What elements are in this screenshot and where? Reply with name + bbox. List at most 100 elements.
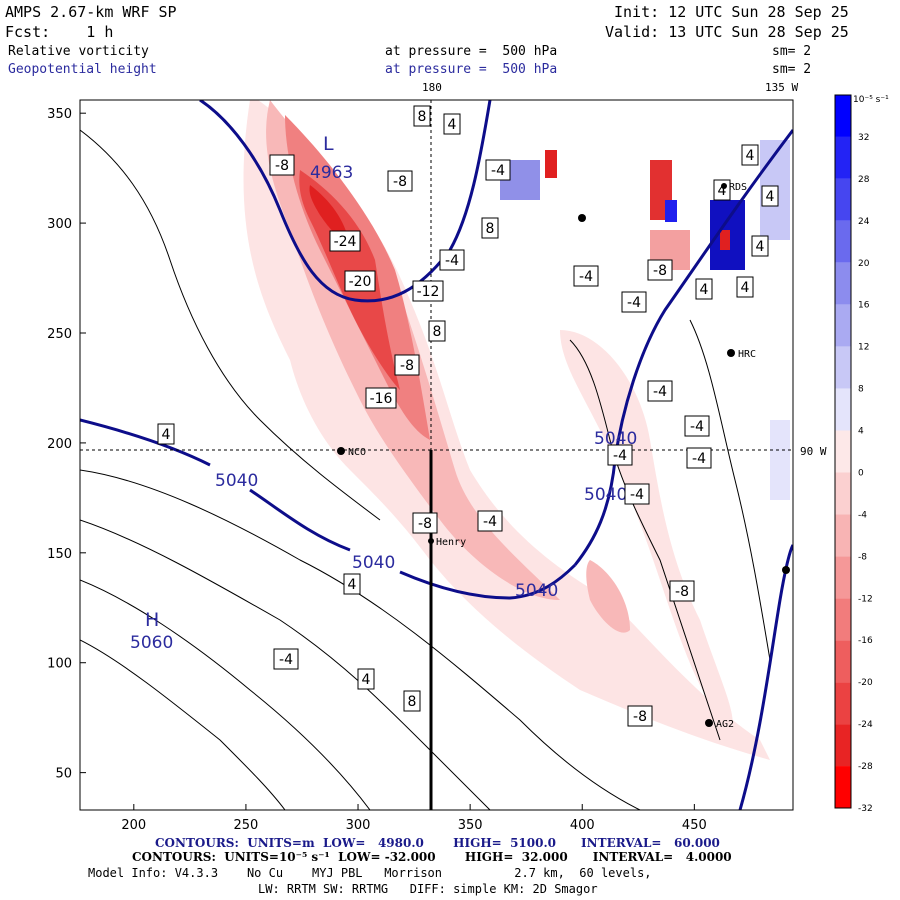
vorticity-label: -12 (412, 280, 444, 302)
vorticity-label: 8 (428, 320, 446, 342)
vorticity-label: -4 (686, 447, 712, 469)
valid-time: Valid: 13 UTC Sun 28 Sep 25 (605, 23, 849, 41)
vorticity-label: 4 (761, 185, 779, 207)
colorbar-swatch (835, 178, 851, 221)
colorbar-tick-label: -20 (858, 678, 873, 688)
svg-text:8: 8 (486, 221, 495, 237)
svg-text:-24: -24 (334, 234, 357, 250)
height-label: 5040 (584, 485, 627, 505)
vorticity-label: 8 (413, 105, 431, 127)
colorbar-tick-label: 0 (858, 468, 864, 478)
station-marker (578, 214, 586, 222)
y-tick-label: 50 (55, 767, 72, 782)
svg-text:-4: -4 (627, 295, 641, 311)
vorticity-label: 4 (443, 113, 461, 135)
height-label: 5040 (594, 429, 637, 449)
station-label: AG2 (716, 719, 734, 730)
station-marker (727, 349, 735, 357)
vorticity-label: 8 (481, 217, 499, 239)
vorticity-label: -8 (387, 170, 413, 192)
y-tick-label: 250 (47, 327, 72, 342)
svg-text:4: 4 (756, 239, 765, 255)
svg-text:-8: -8 (418, 516, 432, 532)
vorticity-label: -8 (627, 705, 653, 727)
x-tick-label: 450 (682, 818, 707, 833)
svg-text:-8: -8 (653, 263, 667, 279)
vorticity-label: -24 (329, 230, 361, 252)
vorticity-shade-weak-east (560, 330, 733, 730)
colorbar-swatch (835, 304, 851, 347)
colorbar-tick-label: -16 (858, 636, 873, 646)
svg-text:4: 4 (766, 189, 775, 205)
colorbar-swatch (835, 682, 851, 725)
svg-text:8: 8 (408, 694, 417, 710)
svg-text:-4: -4 (445, 253, 459, 269)
x-tick-label: 250 (234, 818, 259, 833)
svg-text:-8: -8 (633, 709, 647, 725)
y-tick-label: 200 (47, 437, 72, 452)
vorticity-shade-south (586, 560, 630, 633)
vorticity-label: 4 (736, 276, 754, 298)
svg-text:-4: -4 (692, 451, 706, 467)
vorticity-box-labels: 8 4 -8 -8 -24 -20 -12 -4 8 -8 -16 -8 -4 -4 8 -4 -4 -8 -4 -4… (157, 105, 779, 727)
station-marker (782, 566, 790, 574)
colorbar-tick-label: -24 (858, 720, 873, 730)
terrain-noise (500, 140, 790, 500)
svg-text:-4: -4 (630, 487, 644, 503)
plot-area (80, 100, 793, 810)
model-title: AMPS 2.67-km WRF SP (5, 3, 177, 21)
vorticity-label: -8 (669, 580, 695, 602)
colorbar-swatch (835, 724, 851, 767)
footer-vorticity-contours: CONTOURS: UNITS=10⁻⁵ s⁻¹ LOW= -32.000 HI… (132, 850, 732, 864)
colorbar-swatch (835, 220, 851, 263)
station-marker (705, 719, 713, 727)
svg-text:-4: -4 (690, 419, 704, 435)
vorticity-label: -4 (621, 291, 647, 313)
colorbar-tick-label: -32 (858, 804, 873, 814)
vorticity-label: 4 (357, 668, 375, 690)
svg-text:4: 4 (718, 183, 727, 199)
svg-text:-4: -4 (279, 652, 293, 668)
footer-model-info: Model Info: V4.3.3 No Cu MYJ PBL Morriso… (88, 866, 652, 880)
high-value: 5060 (130, 633, 173, 653)
colorbar-tick-label: -12 (858, 594, 873, 604)
lon-180-label: 180 (422, 81, 442, 94)
vorticity-label: 8 (403, 690, 421, 712)
x-axis: 200 250 300 350 400 450 (121, 804, 707, 833)
svg-text:-8: -8 (400, 358, 414, 374)
station-marker (337, 447, 345, 455)
svg-text:4: 4 (700, 282, 709, 298)
colorbar-tick-label: 24 (858, 217, 870, 227)
colorbar-tick-label: 12 (858, 343, 869, 353)
field1-smooth: sm= 2 (772, 44, 812, 59)
station-marker (721, 183, 727, 189)
lon-135w-label: 135 W (765, 81, 798, 94)
svg-text:-4: -4 (491, 163, 505, 179)
vorticity-label: -4 (684, 415, 710, 437)
colorbar-tick-label: 32 (858, 133, 869, 143)
plot-frame (79, 99, 794, 811)
svg-text:-8: -8 (393, 174, 407, 190)
y-tick-label: 100 (47, 657, 72, 672)
field2-name: Geopotential height (8, 62, 157, 77)
footer-height-contours: CONTOURS: UNITS=m LOW= 4980.0 HIGH= 5100… (155, 836, 720, 850)
height-contours (80, 100, 793, 810)
vorticity-label: -4 (647, 380, 673, 402)
vorticity-label: -4 (439, 249, 465, 271)
y-tick-label: 300 (47, 217, 72, 232)
low-symbol: L (323, 133, 334, 155)
svg-text:4: 4 (448, 117, 457, 133)
colorbar-frame (834, 94, 852, 809)
init-time: Init: 12 UTC Sun 28 Sep 25 (614, 3, 849, 21)
svg-text:4: 4 (348, 577, 357, 593)
footer-physics: LW: RRTM SW: RRTMG DIFF: simple KM: 2D S… (258, 882, 598, 896)
vorticity-label: 4 (343, 573, 361, 595)
colorbar-swatch (835, 640, 851, 683)
station-label: RDS (729, 182, 747, 193)
high-symbol: H (145, 609, 159, 631)
colorbar-swatch (835, 388, 851, 431)
vorticity-label: 4 (695, 278, 713, 300)
forecast-hour: Fcst: 1 h (5, 23, 114, 41)
vorticity-label: -4 (624, 483, 650, 505)
station-label: Henry (436, 537, 466, 548)
